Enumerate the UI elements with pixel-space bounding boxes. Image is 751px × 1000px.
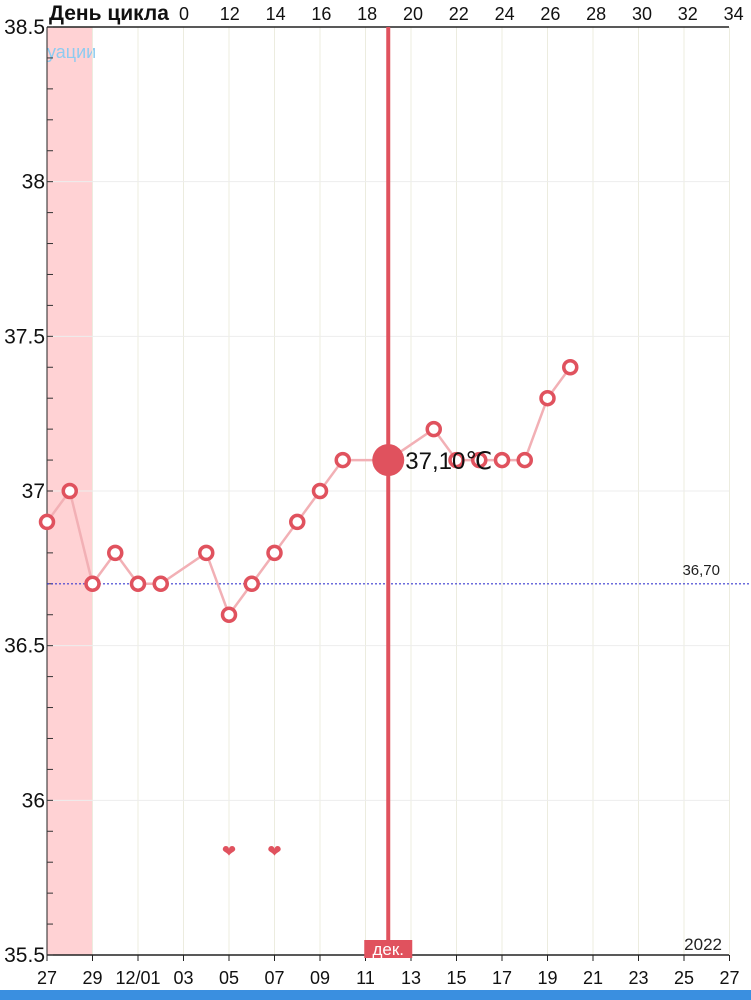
bottom-tick-label: 05 xyxy=(219,968,239,988)
temperature-point[interactable] xyxy=(152,575,169,593)
temperature-point[interactable] xyxy=(539,389,556,407)
bottom-tick-label: 27 xyxy=(719,968,739,988)
top-tick-label: 34 xyxy=(724,4,744,24)
bottom-tick-label: 25 xyxy=(674,968,694,988)
bottom-axis-ticks: 27 29 12/01 03 05 07 09 11 13 15 17 19 21 23 25 27 xyxy=(37,955,740,988)
temperature-point[interactable] xyxy=(129,575,147,593)
top-tick-label: 24 xyxy=(495,4,515,24)
temperature-point[interactable] xyxy=(493,451,511,469)
bottom-tick-label: 07 xyxy=(264,968,284,988)
bottom-tick-label: 19 xyxy=(537,968,557,988)
y-tick-label: 38 xyxy=(22,171,45,194)
temperature-point[interactable] xyxy=(516,451,533,469)
top-axis-ticks: 0 12 14 16 18 20 22 24 26 28 30 32 34 xyxy=(179,4,744,24)
temperature-point[interactable] xyxy=(425,420,442,438)
top-tick-label: 22 xyxy=(449,4,469,24)
top-tick-label: 30 xyxy=(632,4,652,24)
temperature-point[interactable] xyxy=(334,451,351,469)
y-tick-label: 38.5 xyxy=(4,16,45,39)
top-tick-label: 16 xyxy=(311,4,331,24)
legend-partial-label: уации xyxy=(47,42,96,62)
top-axis-label: День цикла xyxy=(49,2,169,25)
bottom-tick-label: 27 xyxy=(37,968,57,988)
temperature-point[interactable] xyxy=(220,606,238,623)
y-tick-label: 37.5 xyxy=(4,325,45,348)
y-tick-label: 37 xyxy=(22,480,45,503)
top-tick-label: 20 xyxy=(403,4,423,24)
bottom-tick-label: 09 xyxy=(310,968,330,988)
intercourse-markers: ❤ ❤ xyxy=(222,842,282,861)
top-tick-label: 28 xyxy=(586,4,606,24)
heart-icon: ❤ xyxy=(267,842,281,861)
top-tick-label: 0 xyxy=(179,4,189,24)
top-tick-label: 32 xyxy=(678,4,698,24)
month-marker-badge xyxy=(364,940,413,958)
top-tick-label: 26 xyxy=(540,4,560,24)
temperature-point[interactable] xyxy=(243,575,260,593)
temperature-point[interactable] xyxy=(38,513,56,531)
y-axis-ticks: 38.5 38 37.5 37 36.5 36 35.5 xyxy=(4,16,53,967)
temperature-point[interactable] xyxy=(471,451,488,469)
bottom-blue-bar xyxy=(0,990,751,1000)
y-tick-label: 36 xyxy=(22,789,45,812)
bottom-tick-label: 13 xyxy=(401,968,421,988)
coverline-label: 36,70 xyxy=(682,562,720,579)
year-label: 2022 xyxy=(684,935,722,954)
temperature-point[interactable] xyxy=(448,451,465,469)
bottom-tick-label: 21 xyxy=(583,968,603,988)
temperature-point[interactable] xyxy=(84,575,101,593)
bottom-tick-label: 11 xyxy=(356,968,375,988)
y-tick-label: 36.5 xyxy=(4,635,45,658)
bottom-tick-label: 17 xyxy=(492,968,512,988)
bottom-tick-label: 15 xyxy=(446,968,466,988)
selected-temperature-label: 37,10℃ xyxy=(405,448,492,475)
heart-icon: ❤ xyxy=(222,842,236,861)
bottom-tick-label: 29 xyxy=(82,968,102,988)
bottom-tick-label: 23 xyxy=(628,968,648,988)
temperature-point[interactable] xyxy=(562,359,579,376)
top-tick-label: 18 xyxy=(357,4,377,24)
month-marker-label: дек. xyxy=(372,940,404,959)
y-tick-label: 35.5 xyxy=(4,944,45,967)
bottom-tick-label: 03 xyxy=(173,968,193,988)
temperature-point[interactable] xyxy=(311,482,329,500)
temperature-point[interactable] xyxy=(289,513,306,531)
top-tick-label: 14 xyxy=(266,4,286,24)
temperature-point[interactable] xyxy=(61,482,78,500)
temperature-points xyxy=(38,359,579,623)
selected-point[interactable] xyxy=(372,444,405,477)
top-tick-label: 12 xyxy=(220,4,240,24)
temperature-point[interactable] xyxy=(198,544,215,562)
bottom-tick-label: 12/01 xyxy=(115,968,160,988)
temperature-point[interactable] xyxy=(107,544,124,562)
temperature-point[interactable] xyxy=(266,544,283,562)
